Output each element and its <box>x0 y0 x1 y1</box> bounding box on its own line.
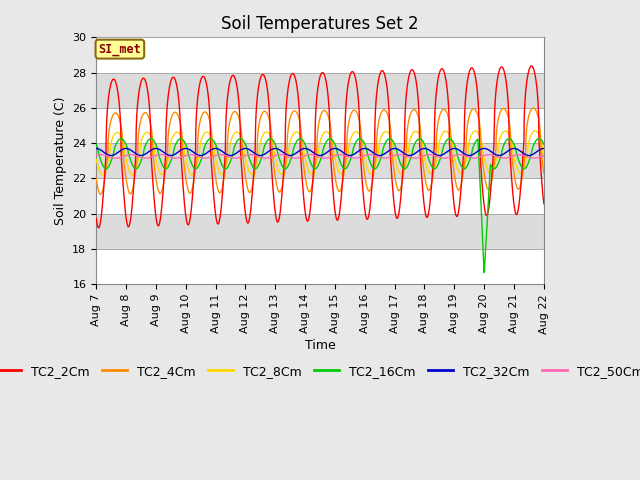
Legend: TC2_2Cm, TC2_4Cm, TC2_8Cm, TC2_16Cm, TC2_32Cm, TC2_50Cm: TC2_2Cm, TC2_4Cm, TC2_8Cm, TC2_16Cm, TC2… <box>0 360 640 383</box>
X-axis label: Time: Time <box>305 339 335 352</box>
Bar <box>96 108 544 143</box>
Y-axis label: Soil Temperature (C): Soil Temperature (C) <box>54 96 67 225</box>
Bar <box>96 143 544 179</box>
Title: Soil Temperatures Set 2: Soil Temperatures Set 2 <box>221 15 419 33</box>
Bar <box>96 179 544 214</box>
Text: SI_met: SI_met <box>99 43 141 56</box>
Bar <box>96 37 544 72</box>
Bar <box>96 72 544 108</box>
Bar <box>96 214 544 249</box>
Bar <box>96 249 544 284</box>
